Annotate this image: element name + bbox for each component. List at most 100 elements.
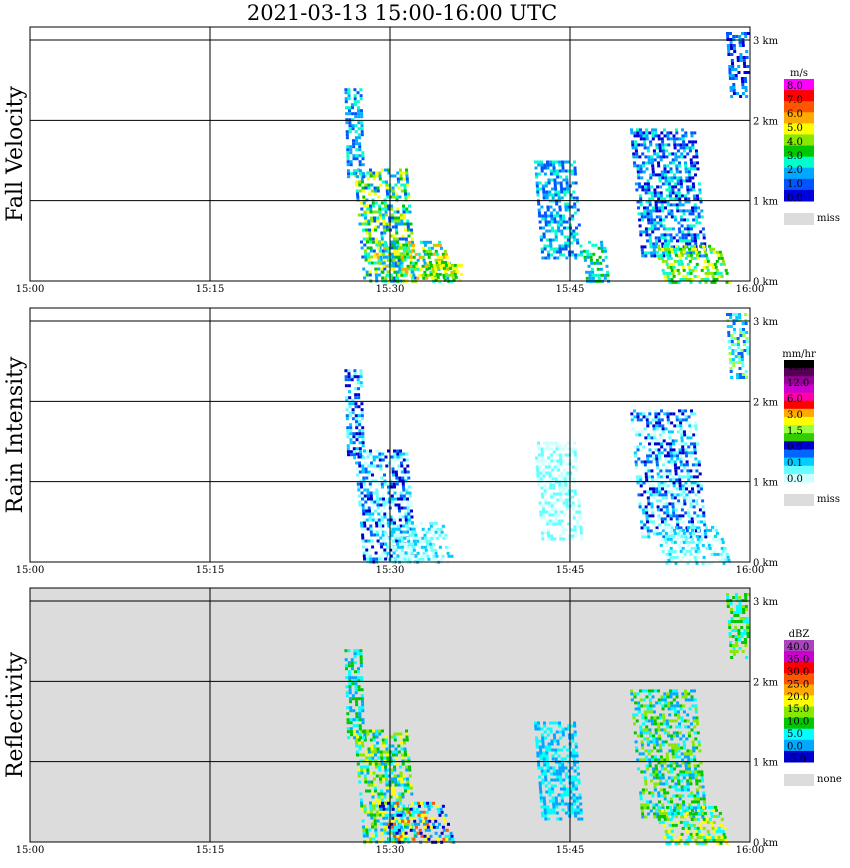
echo-cell: [675, 719, 678, 722]
echo-cell: [573, 233, 576, 236]
echo-cell: [378, 483, 381, 486]
echo-cell: [737, 340, 740, 343]
echo-cell: [742, 86, 745, 89]
echo-cell: [690, 245, 693, 248]
echo-cell: [649, 764, 652, 767]
echo-cell: [562, 170, 565, 173]
echo-cell: [682, 134, 685, 137]
echo-cell: [574, 454, 577, 457]
echo-cell: [670, 517, 673, 520]
echo-cell: [641, 460, 644, 463]
echo-cell: [693, 442, 696, 445]
echo-cell: [689, 779, 692, 782]
echo-cell: [366, 730, 369, 733]
echo-cell: [376, 736, 379, 739]
echo-cell: [364, 250, 367, 253]
echo-cell: [640, 523, 643, 526]
echo-cell: [686, 550, 689, 553]
echo-cell: [672, 475, 675, 478]
echo-cell: [667, 209, 670, 212]
echo-cell: [688, 454, 691, 457]
echo-cell: [719, 541, 722, 544]
echo-cell: [654, 412, 657, 415]
echo-cell: [690, 233, 693, 236]
echo-cell: [355, 715, 358, 718]
echo-cell: [689, 499, 692, 502]
echo-cell: [347, 175, 350, 178]
echo-cell: [384, 796, 387, 799]
echo-cell: [691, 248, 694, 251]
echo-cell: [346, 154, 349, 157]
echo-cell: [684, 553, 687, 556]
echo-cell: [665, 779, 668, 782]
echo-cell: [704, 260, 707, 263]
echo-cell: [742, 322, 745, 325]
echo-cell: [573, 517, 576, 520]
echo-cell: [350, 721, 353, 724]
echo-cell: [384, 208, 387, 211]
echo-cell: [549, 475, 552, 478]
echo-cell: [661, 143, 664, 146]
echo-cell: [676, 248, 679, 251]
echo-cell: [361, 151, 364, 154]
echo-cell: [383, 757, 386, 760]
echo-cell: [359, 369, 362, 372]
chart-title: 2021-03-13 15:00-16:00 UTC: [247, 1, 557, 25]
echo-cell: [638, 710, 641, 713]
echo-cell: [592, 253, 595, 256]
echo-cell: [664, 457, 667, 460]
echo-cell: [677, 221, 680, 224]
echo-cell: [650, 460, 653, 463]
echo-cell: [653, 254, 656, 257]
echo-cell: [653, 149, 656, 152]
echo-cell: [649, 487, 652, 490]
echo-cell: [640, 143, 643, 146]
echo-cell: [635, 149, 638, 152]
echo-cell: [369, 208, 372, 211]
echo-cell: [640, 728, 643, 731]
echo-cell: [548, 511, 551, 514]
echo-cell: [397, 555, 400, 558]
echo-cell: [550, 728, 553, 731]
echo-cell: [651, 719, 654, 722]
echo-cell: [678, 412, 681, 415]
echo-cell: [693, 719, 696, 722]
echo-cell: [743, 65, 746, 68]
echo-cell: [645, 227, 648, 230]
echo-cell: [695, 559, 698, 562]
echo-cell: [406, 555, 409, 558]
echo-cell: [667, 490, 670, 493]
echo-cell: [647, 155, 650, 158]
echo-cell: [547, 734, 550, 737]
echo-cell: [658, 418, 661, 421]
echo-cell: [404, 193, 407, 196]
echo-cell: [589, 253, 592, 256]
echo-cell: [541, 496, 544, 499]
echo-cell: [548, 749, 551, 752]
echo-cell: [715, 266, 718, 269]
echo-cell: [372, 733, 375, 736]
echo-cell: [637, 767, 640, 770]
echo-cell: [410, 549, 413, 552]
echo-cell: [708, 544, 711, 547]
echo-cell: [559, 209, 562, 212]
echo-cell: [673, 424, 676, 427]
echo-cell: [718, 257, 721, 260]
echo-cell: [700, 520, 703, 523]
y-tick-label: 0 km: [753, 277, 779, 288]
echo-cell: [358, 706, 361, 709]
echo-cell: [650, 245, 653, 248]
echo-cell: [682, 448, 685, 451]
echo-cell: [652, 206, 655, 209]
echo-cell: [358, 133, 361, 136]
echo-cell: [640, 167, 643, 170]
echo-cell: [391, 558, 394, 561]
echo-cell: [583, 250, 586, 253]
colorbar-missing-label: miss: [817, 213, 840, 224]
echo-cell: [393, 733, 396, 736]
echo-cell: [392, 754, 395, 757]
echo-cell: [680, 779, 683, 782]
echo-cell: [683, 499, 686, 502]
echo-cell: [373, 501, 376, 504]
echo-cell: [370, 250, 373, 253]
